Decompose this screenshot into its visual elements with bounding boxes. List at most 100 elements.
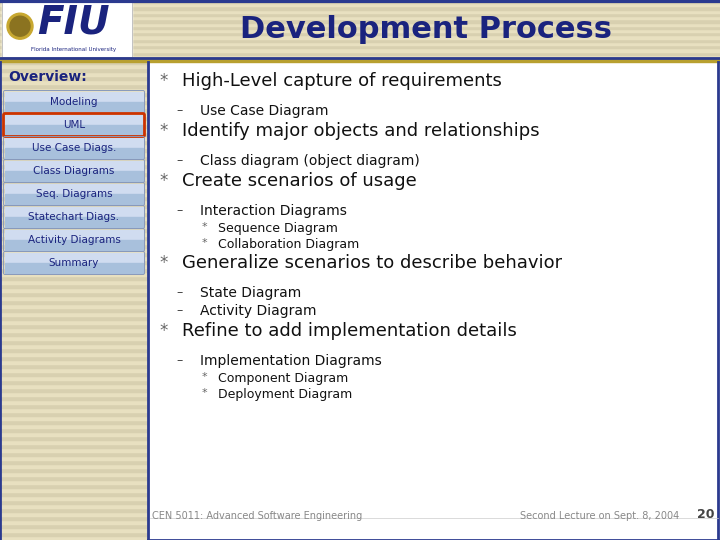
Bar bbox=[5, 148, 143, 158]
Text: 20: 20 bbox=[698, 508, 715, 521]
Bar bbox=[0, 452, 148, 456]
Text: Sequence Diagram: Sequence Diagram bbox=[218, 222, 338, 235]
Text: Florida International University: Florida International University bbox=[31, 47, 116, 52]
Text: Identify major objects and relationships: Identify major objects and relationships bbox=[182, 122, 539, 140]
Bar bbox=[0, 300, 148, 304]
Text: *: * bbox=[160, 322, 168, 340]
Bar bbox=[0, 248, 148, 252]
Text: Deployment Diagram: Deployment Diagram bbox=[218, 388, 352, 401]
Bar bbox=[0, 284, 148, 288]
Bar bbox=[0, 116, 148, 120]
Bar bbox=[0, 404, 148, 408]
Bar bbox=[5, 125, 143, 135]
Text: –: – bbox=[177, 286, 183, 299]
Bar bbox=[0, 3, 720, 6]
Bar bbox=[0, 172, 148, 176]
Bar bbox=[0, 288, 148, 292]
Bar bbox=[0, 156, 148, 160]
Bar bbox=[0, 500, 148, 504]
Text: Activity Diagrams: Activity Diagrams bbox=[27, 235, 120, 245]
Text: –: – bbox=[177, 154, 183, 167]
Bar bbox=[0, 528, 148, 532]
Bar bbox=[0, 380, 148, 384]
Bar bbox=[0, 112, 148, 116]
Bar bbox=[0, 496, 148, 500]
Bar bbox=[0, 384, 148, 388]
Text: *: * bbox=[160, 254, 168, 272]
Bar bbox=[0, 32, 720, 36]
Bar bbox=[0, 464, 148, 468]
Bar bbox=[0, 488, 148, 492]
Bar bbox=[0, 416, 148, 420]
Bar bbox=[0, 364, 148, 368]
Bar bbox=[0, 376, 148, 380]
Text: Class diagram (object diagram): Class diagram (object diagram) bbox=[200, 154, 420, 168]
Text: Implementation Diagrams: Implementation Diagrams bbox=[200, 354, 382, 368]
Text: Second Lecture on Sept. 8, 2004: Second Lecture on Sept. 8, 2004 bbox=[520, 511, 679, 521]
Bar bbox=[0, 148, 148, 152]
Bar bbox=[0, 120, 148, 124]
Bar bbox=[0, 336, 148, 340]
Bar bbox=[0, 344, 148, 348]
Bar bbox=[0, 352, 148, 356]
Bar bbox=[0, 200, 148, 204]
Bar bbox=[0, 456, 148, 460]
Text: Class Diagrams: Class Diagrams bbox=[33, 166, 114, 176]
Bar bbox=[0, 412, 148, 416]
Bar bbox=[5, 171, 143, 181]
Text: –: – bbox=[177, 304, 183, 317]
Bar bbox=[0, 216, 148, 220]
Bar bbox=[0, 484, 148, 488]
Text: *: * bbox=[160, 172, 168, 190]
Bar bbox=[0, 168, 148, 172]
Bar bbox=[0, 152, 148, 156]
Bar bbox=[0, 26, 720, 29]
Bar bbox=[5, 253, 143, 263]
Bar bbox=[0, 448, 148, 452]
Bar bbox=[0, 92, 148, 96]
Bar bbox=[0, 424, 148, 428]
Bar bbox=[0, 42, 720, 45]
Bar bbox=[5, 263, 143, 273]
Bar bbox=[0, 296, 148, 300]
Bar bbox=[0, 472, 148, 476]
Bar bbox=[0, 144, 148, 148]
Bar bbox=[0, 124, 148, 128]
Bar bbox=[0, 520, 148, 524]
Bar bbox=[0, 220, 148, 224]
Bar bbox=[0, 23, 720, 26]
Bar bbox=[0, 136, 148, 140]
Bar bbox=[0, 320, 148, 324]
Bar bbox=[0, 428, 148, 432]
Bar bbox=[0, 244, 148, 248]
Bar bbox=[0, 180, 148, 184]
Circle shape bbox=[7, 13, 33, 39]
Text: Generalize scenarios to describe behavior: Generalize scenarios to describe behavio… bbox=[182, 254, 562, 272]
Bar bbox=[0, 36, 720, 39]
Bar bbox=[0, 480, 148, 484]
Bar bbox=[5, 115, 143, 125]
Bar bbox=[0, 212, 148, 216]
Text: Create scenarios of usage: Create scenarios of usage bbox=[182, 172, 417, 190]
Bar bbox=[0, 276, 148, 280]
Bar bbox=[0, 432, 148, 436]
Bar bbox=[5, 184, 143, 194]
Text: CEN 5011: Advanced Software Engineering: CEN 5011: Advanced Software Engineering bbox=[152, 511, 362, 521]
Text: *: * bbox=[201, 388, 207, 398]
Bar bbox=[0, 256, 148, 260]
Bar bbox=[0, 100, 148, 104]
Bar bbox=[5, 92, 143, 102]
Bar bbox=[0, 368, 148, 372]
Bar bbox=[0, 280, 148, 284]
Bar bbox=[5, 217, 143, 227]
Bar bbox=[5, 207, 143, 217]
Bar bbox=[5, 138, 143, 148]
Bar bbox=[0, 55, 720, 58]
Text: Development Process: Development Process bbox=[240, 15, 612, 44]
Bar bbox=[0, 13, 720, 16]
Bar bbox=[0, 512, 148, 516]
Text: –: – bbox=[177, 354, 183, 367]
Text: Collaboration Diagram: Collaboration Diagram bbox=[218, 238, 359, 251]
Bar bbox=[0, 49, 720, 51]
Bar bbox=[0, 16, 720, 19]
